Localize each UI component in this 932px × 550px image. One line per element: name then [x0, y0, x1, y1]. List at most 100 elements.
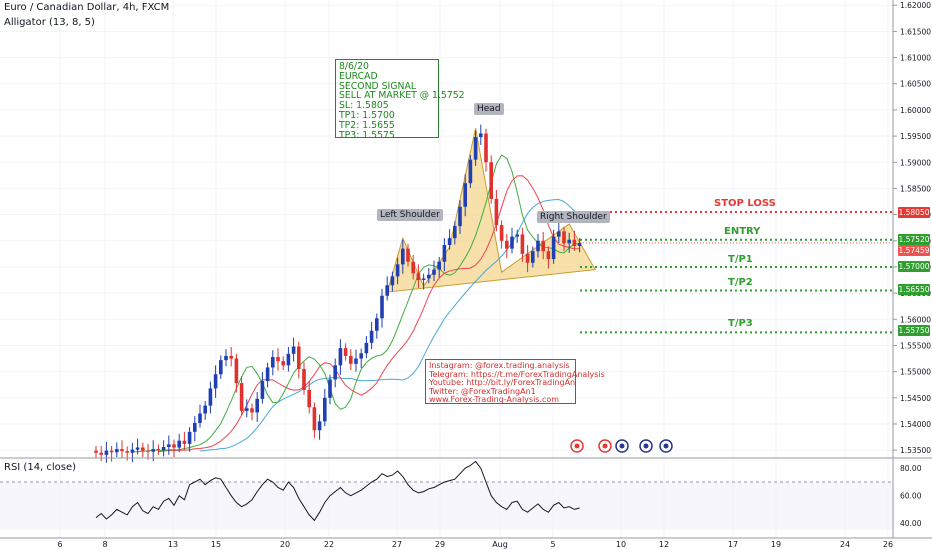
time-tick-label: 20 [280, 540, 290, 549]
bullish-candle [187, 431, 192, 444]
bearish-candle [182, 440, 187, 444]
signal-line: TP2: 1.5655 [339, 119, 395, 131]
time-tick-label: 15 [211, 540, 221, 549]
bearish-candle [489, 162, 493, 199]
time-tick-label: 29 [435, 540, 445, 549]
alligator-legend: Alligator (13, 8, 5) [4, 17, 95, 28]
time-tick-label: 13 [168, 540, 178, 549]
bearish-candle [141, 447, 145, 451]
bearish-candle [146, 450, 150, 452]
bullish-candle [213, 374, 218, 389]
contact-box: Instagram: @forex.trading.analysis Teleg… [425, 359, 605, 404]
price-tick-label: 1.62000 [900, 1, 931, 10]
bullish-candle [468, 159, 473, 184]
bullish-candle [473, 137, 478, 160]
bullish-candle [385, 285, 389, 296]
stop-loss-label: STOP LOSS [714, 198, 776, 209]
stop-loss-price-tag: 1.58050 [898, 207, 930, 218]
price-tick-label: 1.56000 [900, 315, 931, 324]
bullish-candle [255, 398, 259, 413]
alligator-lines [132, 154, 580, 453]
bearish-candle [572, 239, 577, 247]
signal-line: SL: 1.5805 [339, 100, 389, 112]
left-shoulder-label: Left Shoulder [377, 209, 443, 221]
entry-price-tag: 1.57520 [898, 234, 930, 245]
price-tick-label: 1.58500 [900, 184, 931, 193]
right-shoulder-label: Right Shoulder [537, 211, 610, 223]
bullish-candle [193, 422, 197, 432]
bearish-candle [297, 346, 301, 370]
bearish-candle [229, 355, 233, 359]
bullish-candle [203, 405, 207, 414]
current-price-tag: 1.57459 [898, 245, 930, 256]
bullish-candle [567, 239, 571, 244]
bearish-candle [172, 444, 176, 448]
bearish-candle [494, 198, 499, 226]
event-icon-dot [602, 443, 608, 449]
bullish-candle [317, 421, 322, 431]
bullish-candle [510, 236, 514, 249]
bearish-candle [343, 348, 348, 356]
bearish-candle [99, 452, 103, 455]
time-tick-label: 10 [616, 540, 626, 549]
bearish-candle [307, 389, 311, 408]
bullish-candle [323, 397, 327, 422]
bullish-candle [427, 274, 431, 279]
bullish-candle [437, 261, 441, 270]
time-tick-label: 6 [57, 540, 62, 549]
bullish-candle [536, 240, 540, 252]
time-tick-label: 12 [659, 540, 669, 549]
time-tick-label: Aug [492, 540, 508, 549]
time-tick-label: 5 [550, 540, 555, 549]
bearish-candle [406, 248, 410, 262]
bullish-candle [369, 330, 374, 343]
bullish-candle [515, 234, 519, 237]
signal-line: TP1: 1.5700 [339, 109, 395, 121]
bearish-candle [411, 261, 415, 274]
price-tick-label: 1.59500 [900, 132, 931, 141]
bullish-candle [151, 449, 155, 452]
price-tick-label: 1.60500 [900, 80, 931, 89]
rsi-pane [0, 460, 893, 530]
bullish-candle [167, 444, 171, 448]
bullish-candle [359, 353, 363, 359]
bullish-candle [551, 236, 556, 260]
bearish-candle [562, 231, 566, 244]
bullish-candle [447, 238, 452, 245]
bullish-candle [354, 358, 358, 364]
rsi-tick-label: 60.00 [900, 492, 922, 501]
price-tick-label: 1.53500 [900, 446, 931, 455]
head-label: Head [474, 103, 504, 115]
bullish-candle [291, 346, 296, 354]
bullish-candle [245, 408, 249, 411]
bearish-candle [156, 449, 161, 451]
bullish-candle [380, 295, 384, 319]
bearish-candle [239, 383, 244, 411]
tp3-price-tag: 1.55750 [898, 325, 930, 336]
rsi-tick-label: 40.00 [900, 519, 922, 528]
bearish-candle [499, 225, 504, 241]
bearish-candle [234, 358, 239, 384]
contact-line: Youtube: http://bit.ly/ForexTradingAn [429, 378, 576, 388]
bearish-candle [416, 273, 421, 281]
bearish-candle [125, 451, 129, 453]
time-tick-label: 8 [102, 540, 107, 549]
candles [94, 124, 582, 463]
bullish-candle [577, 242, 582, 247]
signal-line: EURCAD [339, 70, 378, 82]
bearish-candle [349, 355, 353, 364]
contact-line: Instagram: @forex.trading.analysis [429, 361, 570, 370]
bullish-candle [390, 276, 395, 286]
bearish-candle [546, 251, 551, 260]
time-tick-label: 22 [324, 540, 334, 549]
bullish-candle [432, 269, 436, 275]
tp1-label: T/P1 [728, 254, 753, 265]
bearish-candle [276, 356, 280, 362]
bearish-candle [250, 408, 254, 413]
bullish-candle [442, 244, 447, 262]
price-tick-label: 1.59000 [900, 158, 931, 167]
event-icons[interactable] [570, 439, 673, 453]
signal-line: SELL AT MARKET @ 1.5752 [339, 90, 465, 102]
bearish-candle [541, 240, 545, 252]
